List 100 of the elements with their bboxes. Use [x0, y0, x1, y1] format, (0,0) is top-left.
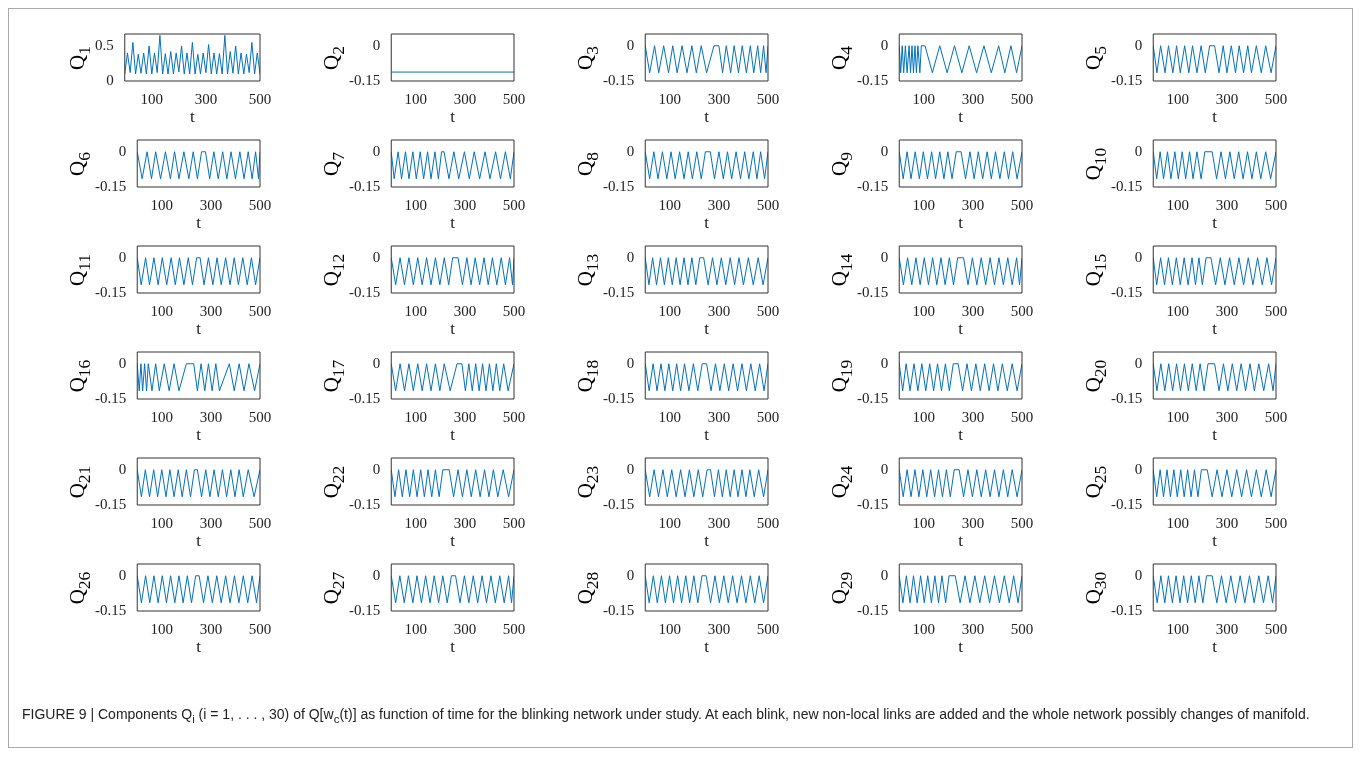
y-tick-label: -0.15 [603, 71, 635, 88]
x-axis-title: t [704, 425, 710, 445]
y-tick-label: 0 [880, 36, 889, 53]
x-tick-label: 500 [502, 302, 526, 319]
x-tick-label: 100 [658, 408, 682, 425]
x-tick-label: 100 [912, 620, 936, 637]
y-tick-label: -0.15 [857, 601, 889, 618]
y-tick-label: 0 [118, 460, 127, 477]
y-tick-label: 0 [880, 566, 889, 583]
x-tick-label: 500 [248, 196, 272, 213]
x-tick-label: 500 [502, 620, 526, 637]
x-axis-title: t [450, 637, 456, 657]
x-tick-label: 300 [1215, 408, 1239, 425]
x-tick-label: 100 [1166, 196, 1190, 213]
y-tick-label: 0 [106, 71, 114, 88]
x-tick-label: 300 [961, 620, 985, 637]
x-tick-label: 500 [502, 514, 526, 531]
y-tick-label: 0 [880, 460, 889, 477]
y-tick-label: 0 [626, 566, 635, 583]
x-axis-title: t [196, 319, 202, 339]
y-tick-label: 0 [880, 142, 889, 159]
x-tick-label: 300 [453, 514, 477, 531]
x-tick-label: 500 [756, 302, 780, 319]
x-tick-label: 300 [1215, 620, 1239, 637]
x-tick-label: 100 [150, 408, 174, 425]
x-tick-label: 300 [707, 90, 731, 107]
x-tick-label: 100 [404, 196, 428, 213]
x-tick-label: 300 [194, 90, 218, 107]
x-tick-label: 500 [1264, 514, 1288, 531]
y-tick-label: 0 [118, 566, 127, 583]
y-tick-label: 0 [118, 248, 127, 265]
x-axis-title: t [1212, 531, 1218, 551]
x-tick-label: 100 [1166, 620, 1190, 637]
x-tick-label: 500 [502, 408, 526, 425]
x-tick-label: 100 [658, 514, 682, 531]
x-tick-label: 100 [912, 302, 936, 319]
x-tick-label: 300 [199, 408, 223, 425]
x-tick-label: 300 [707, 620, 731, 637]
x-axis-title: t [704, 107, 710, 127]
y-tick-label: -0.15 [349, 71, 381, 88]
x-tick-label: 300 [199, 620, 223, 637]
y-tick-label: -0.15 [95, 177, 127, 194]
x-tick-label: 100 [404, 620, 428, 637]
x-axis-title: t [958, 213, 964, 233]
y-tick-label: -0.15 [857, 71, 889, 88]
y-tick-label: 0 [372, 566, 381, 583]
x-tick-label: 100 [404, 302, 428, 319]
x-axis-title: t [704, 319, 710, 339]
x-tick-label: 100 [658, 196, 682, 213]
x-tick-label: 500 [248, 514, 272, 531]
y-tick-label: -0.15 [1111, 283, 1143, 300]
x-tick-label: 100 [140, 90, 164, 107]
y-tick-label: 0 [626, 460, 635, 477]
x-tick-label: 500 [248, 408, 272, 425]
y-tick-label: 0 [1134, 142, 1143, 159]
y-tick-label: 0 [626, 36, 635, 53]
x-tick-label: 300 [1215, 514, 1239, 531]
x-tick-label: 300 [1215, 302, 1239, 319]
x-tick-label: 100 [1166, 90, 1190, 107]
x-axis-title: t [196, 531, 202, 551]
x-tick-label: 100 [150, 620, 174, 637]
x-tick-label: 300 [1215, 196, 1239, 213]
x-tick-label: 300 [453, 302, 477, 319]
x-tick-label: 500 [756, 620, 780, 637]
x-tick-label: 500 [1010, 90, 1034, 107]
y-tick-label: -0.15 [95, 495, 127, 512]
x-tick-label: 100 [1166, 408, 1190, 425]
x-tick-label: 300 [961, 90, 985, 107]
y-tick-label: 0.5 [95, 36, 114, 53]
y-tick-label: 0 [880, 354, 889, 371]
x-tick-label: 100 [658, 620, 682, 637]
x-axis-title: t [958, 637, 964, 657]
x-tick-label: 500 [1010, 196, 1034, 213]
y-tick-label: 0 [1134, 354, 1143, 371]
y-tick-label: 0 [372, 36, 381, 53]
y-tick-label: 0 [626, 354, 635, 371]
y-tick-label: 0 [880, 248, 889, 265]
y-tick-label: 0 [1134, 248, 1143, 265]
y-tick-label: -0.15 [603, 601, 635, 618]
y-tick-label: -0.15 [1111, 601, 1143, 618]
x-tick-label: 300 [199, 302, 223, 319]
y-tick-label: 0 [372, 142, 381, 159]
x-axis-title: t [450, 425, 456, 445]
x-tick-label: 500 [1264, 408, 1288, 425]
y-tick-label: 0 [118, 142, 127, 159]
x-axis-title: t [196, 637, 202, 657]
x-axis-title: t [704, 531, 710, 551]
x-tick-label: 500 [1010, 620, 1034, 637]
x-axis-title: t [958, 425, 964, 445]
x-axis-title: t [1212, 213, 1218, 233]
x-tick-label: 300 [453, 620, 477, 637]
x-axis-title: t [958, 107, 964, 127]
x-tick-label: 100 [150, 514, 174, 531]
x-tick-label: 100 [150, 196, 174, 213]
y-tick-label: 0 [118, 354, 127, 371]
x-tick-label: 500 [248, 302, 272, 319]
x-tick-label: 100 [404, 408, 428, 425]
x-tick-label: 500 [248, 90, 272, 107]
x-tick-label: 100 [912, 514, 936, 531]
x-tick-label: 300 [961, 196, 985, 213]
